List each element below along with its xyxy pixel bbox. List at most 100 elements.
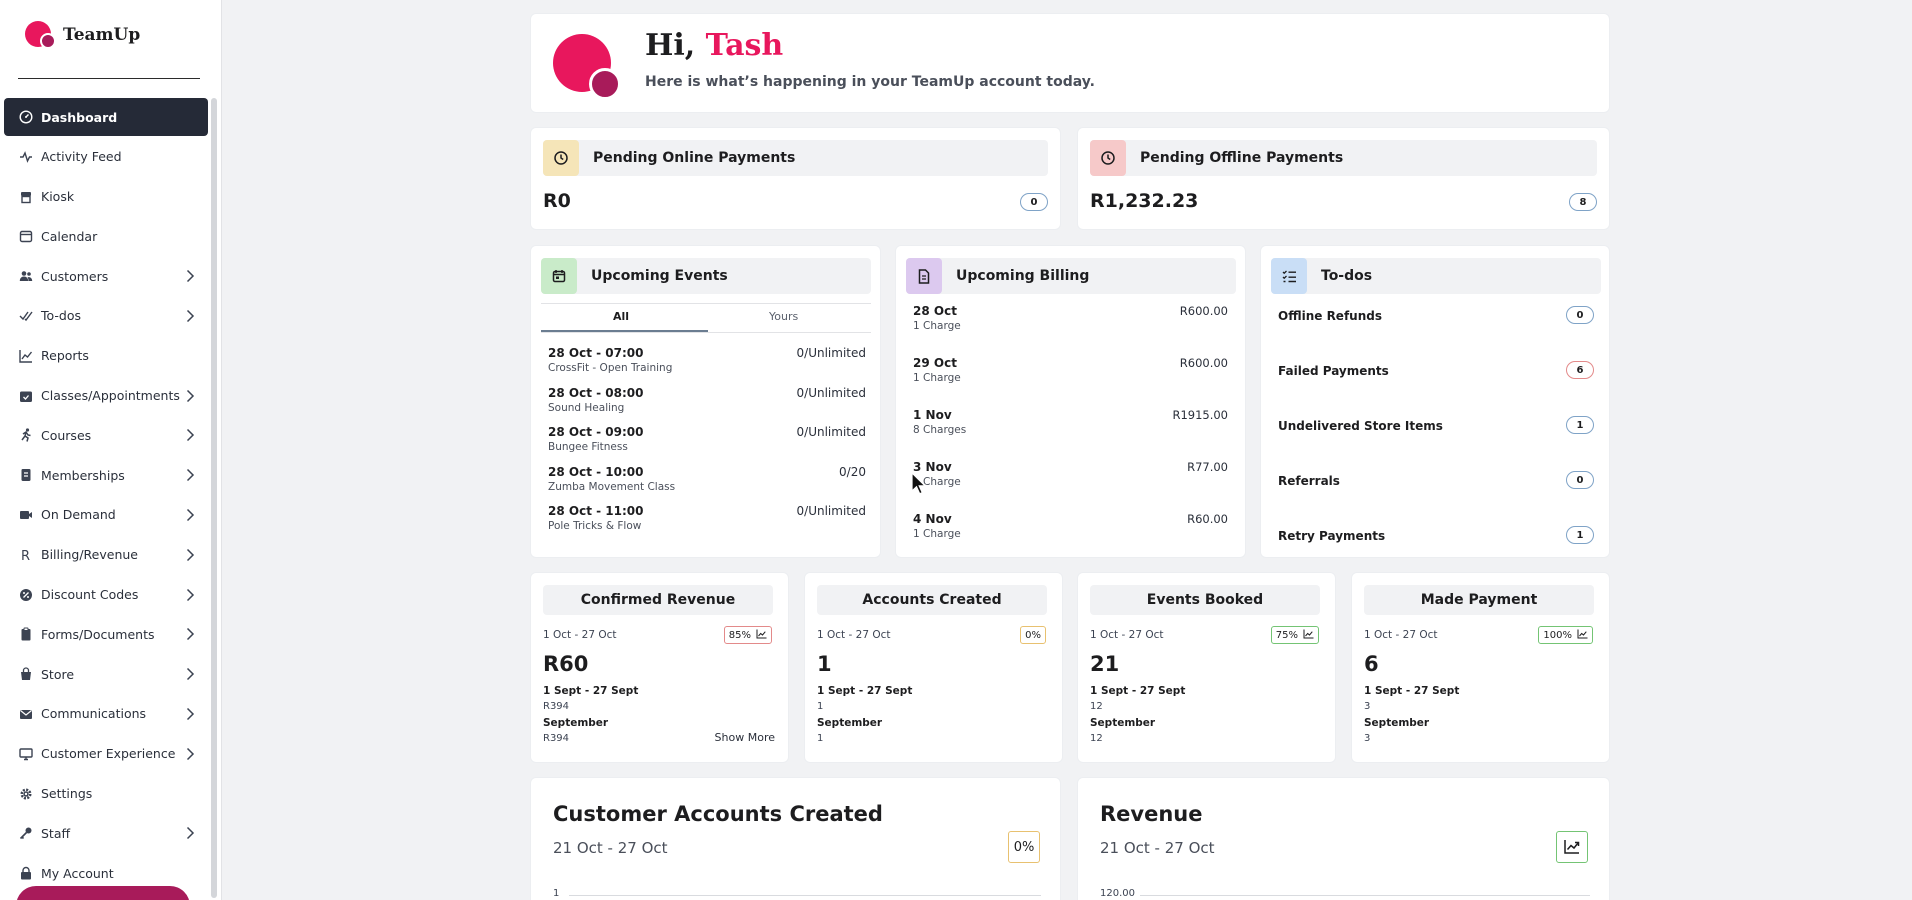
stat-date-range: 1 Oct - 27 Oct xyxy=(1090,629,1164,641)
stat-prev-label: 1 Sept - 27 Sept xyxy=(1090,685,1186,697)
trend-up-icon[interactable] xyxy=(1556,831,1588,863)
sidebar-item-communications[interactable]: Communications xyxy=(4,695,208,733)
stat-percent-badge: 0% xyxy=(1020,626,1046,644)
event-time: 28 Oct - 08:00 xyxy=(548,385,644,400)
chart-title: Customer Accounts Created xyxy=(553,802,883,826)
chevron-right-icon[interactable] xyxy=(182,666,198,682)
stat-card[interactable]: Accounts Created 1 Oct - 27 Oct 0% 1 1 Sept … xyxy=(804,572,1063,763)
sidebar-item-label: Customer Experience xyxy=(41,746,176,762)
chevron-right-icon[interactable] xyxy=(182,626,198,642)
event-row[interactable]: 28 Oct - 11:00 Pole Tricks & Flow 0/Unlimi… xyxy=(548,504,866,532)
billing-row[interactable]: 3 Nov 1 Charge R77.00 xyxy=(913,460,1228,488)
chevron-right-icon[interactable] xyxy=(182,467,198,483)
event-capacity: 0/20 xyxy=(839,464,866,479)
sidebar-item-calendar[interactable]: Calendar xyxy=(4,217,208,255)
y-axis-top-label: 1 xyxy=(553,888,560,899)
stat-month-label: September xyxy=(543,717,609,729)
sidebar-item-label: Customers xyxy=(41,268,109,284)
event-row[interactable]: 28 Oct - 09:00 Bungee Fitness 0/Unlimited xyxy=(548,425,866,453)
stat-card[interactable]: Events Booked 1 Oct - 27 Oct 75% 21 1 Sept -… xyxy=(1077,572,1336,763)
stat-month-label: September xyxy=(1090,717,1156,729)
show-more-link[interactable]: Show More xyxy=(714,731,775,744)
event-name: CrossFit - Open Training xyxy=(548,362,673,374)
stat-percent-badge: 100% xyxy=(1538,626,1593,644)
billing-row[interactable]: 1 Nov 8 Charges R1915.00 xyxy=(913,408,1228,436)
todo-row[interactable]: Referrals 0 xyxy=(1278,471,1594,491)
sidebar-item-customers[interactable]: Customers xyxy=(4,257,208,295)
todo-row[interactable]: Offline Refunds 0 xyxy=(1278,306,1594,326)
teamup-logo[interactable]: TeamUp xyxy=(25,19,140,51)
calendar-icon xyxy=(541,258,577,294)
billing-row[interactable]: 28 Oct 1 Charge R600.00 xyxy=(913,304,1228,332)
billing-row[interactable]: 29 Oct 1 Charge R600.00 xyxy=(913,356,1228,384)
monitor-icon xyxy=(19,747,33,761)
sidebar-bottom-button[interactable] xyxy=(16,886,190,900)
stat-card[interactable]: Confirmed Revenue 1 Oct - 27 Oct 85% R60 1 S… xyxy=(530,572,789,763)
stat-value: 1 xyxy=(817,652,832,676)
sidebar-item-label: My Account xyxy=(41,865,114,881)
stat-month-label: September xyxy=(1364,717,1430,729)
sidebar-item-on-demand[interactable]: On Demand xyxy=(4,496,208,534)
stat-value: 6 xyxy=(1364,652,1379,676)
sidebar-item-discount-codes[interactable]: Discount Codes xyxy=(4,576,208,614)
chevron-right-icon[interactable] xyxy=(182,427,198,443)
mouse-cursor-icon xyxy=(911,472,927,495)
sidebar-item-label: Settings xyxy=(41,786,93,802)
event-time: 28 Oct - 09:00 xyxy=(548,425,644,439)
card-header: Upcoming Billing xyxy=(906,258,1236,294)
sidebar-item-store[interactable]: Store xyxy=(4,655,208,693)
sidebar-item-memberships[interactable]: Memberships xyxy=(4,456,208,494)
event-capacity: 0/Unlimited xyxy=(796,346,866,360)
chart-date-range: 21 Oct - 27 Oct xyxy=(1100,839,1215,857)
tab-all[interactable]: All xyxy=(613,310,630,323)
tab-yours[interactable]: Yours xyxy=(769,310,799,323)
sidebar-item-kiosk[interactable]: Kiosk xyxy=(4,178,208,216)
todo-row[interactable]: Retry Payments 1 xyxy=(1278,526,1594,546)
chevron-right-icon[interactable] xyxy=(182,825,198,841)
sidebar-item-reports[interactable]: Reports xyxy=(4,337,208,375)
sidebar-item-courses[interactable]: Courses xyxy=(4,416,208,454)
todo-row[interactable]: Undelivered Store Items 1 xyxy=(1278,416,1594,436)
chevron-right-icon[interactable] xyxy=(182,268,198,284)
chevron-right-icon[interactable] xyxy=(182,388,198,404)
event-time: 28 Oct - 10:00 xyxy=(548,464,644,479)
sidebar-item-customer-experience[interactable]: Customer Experience xyxy=(4,735,208,773)
chevron-right-icon[interactable] xyxy=(182,587,198,603)
chevron-right-icon[interactable] xyxy=(182,308,198,324)
chevron-right-icon[interactable] xyxy=(182,746,198,762)
sidebar-item-staff[interactable]: Staff xyxy=(4,814,208,852)
todo-row[interactable]: Failed Payments 6 xyxy=(1278,361,1594,381)
event-name: Pole Tricks & Flow xyxy=(548,520,642,532)
rand-icon: R xyxy=(19,548,33,562)
users-icon xyxy=(19,269,33,283)
sidebar-item-billing-revenue[interactable]: R Billing/Revenue xyxy=(4,536,208,574)
sidebar-item-dashboard[interactable]: Dashboard xyxy=(4,98,208,136)
user-name: Tash xyxy=(705,28,784,63)
billing-row[interactable]: 4 Nov 1 Charge R60.00 xyxy=(913,512,1228,540)
sidebar-item-label: Activity Feed xyxy=(41,149,122,165)
pending-offline-card[interactable]: Pending Offline Payments R1,232.23 8 xyxy=(1077,127,1610,230)
sidebar-item-settings[interactable]: Settings xyxy=(4,775,208,813)
sidebar-item-my-account[interactable]: My Account xyxy=(4,854,208,892)
card-title: Pending Online Payments xyxy=(593,150,796,166)
sidebar: TeamUp Dashboard Activity Feed Kiosk Calend… xyxy=(0,0,222,900)
mail-icon xyxy=(19,707,33,721)
sidebar-item-activity-feed[interactable]: Activity Feed xyxy=(4,138,208,176)
chart-title: Revenue xyxy=(1100,802,1203,826)
event-row[interactable]: 28 Oct - 10:00 Zumba Movement Class 0/20 xyxy=(548,465,866,493)
stat-card[interactable]: Made Payment 1 Oct - 27 Oct 100% 6 1 Sept - … xyxy=(1351,572,1610,763)
sidebar-item-to-dos[interactable]: To-dos xyxy=(4,297,208,335)
chevron-right-icon[interactable] xyxy=(182,706,198,722)
avatar xyxy=(553,34,623,104)
event-row[interactable]: 28 Oct - 07:00 CrossFit - Open Training 0/… xyxy=(548,346,866,374)
chevron-right-icon[interactable] xyxy=(182,547,198,563)
calendar-icon xyxy=(19,229,33,243)
sidebar-scrollbar[interactable] xyxy=(211,98,217,898)
clipboard-icon xyxy=(19,627,33,641)
chevron-right-icon[interactable] xyxy=(182,507,198,523)
event-row[interactable]: 28 Oct - 08:00 Sound Healing 0/Unlimited xyxy=(548,386,866,414)
sidebar-item-forms-documents[interactable]: Forms/Documents xyxy=(4,615,208,653)
pending-online-card[interactable]: Pending Online Payments R0 0 xyxy=(530,127,1061,230)
sidebar-item-classes-appointments[interactable]: Classes/Appointments xyxy=(4,377,208,415)
event-capacity: 0/Unlimited xyxy=(796,504,866,518)
